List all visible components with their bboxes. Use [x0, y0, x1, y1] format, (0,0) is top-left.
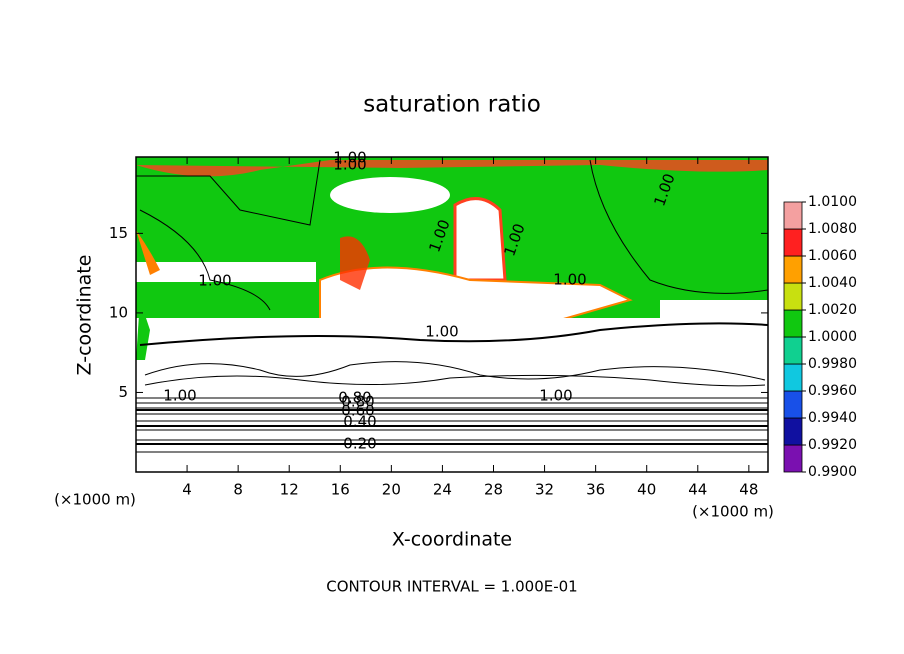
colorbar-swatch	[783, 363, 803, 392]
colorbar-swatch	[783, 309, 803, 338]
contour-label: 0.40	[343, 413, 376, 431]
x-tick-label: 8	[233, 481, 243, 499]
x-tick-label: 12	[280, 481, 299, 499]
colorbar-swatch	[783, 336, 803, 365]
contour-label: 1.00	[553, 271, 586, 289]
contour-label: 0.80	[338, 389, 371, 407]
colorbar-swatch	[783, 201, 803, 230]
field	[136, 157, 769, 472]
y-tick-label: 10	[109, 303, 128, 321]
colorbar-label: 1.0080	[808, 221, 857, 237]
x-tick-label: 28	[484, 481, 503, 499]
colorbar-swatch	[783, 282, 803, 311]
contour-label: 0.20	[343, 435, 376, 453]
x-tick-label: 32	[535, 481, 554, 499]
x-tick-label: 40	[637, 481, 656, 499]
contour-label: 1.00	[425, 323, 458, 341]
colorbar-label: 1.0100	[808, 194, 857, 210]
colorbar-swatch	[783, 390, 803, 419]
colorbar-label: 1.0020	[808, 302, 857, 318]
y-axis-label: Z-coordinate	[74, 255, 96, 376]
colorbar-label: 0.9900	[808, 464, 857, 480]
x-tick-label: 44	[688, 481, 707, 499]
colorbar-label: 0.9980	[808, 356, 857, 372]
contour-label: 0.60	[341, 402, 374, 420]
colorbar-label: 1.0060	[808, 248, 857, 264]
x-tick-label: 16	[331, 481, 350, 499]
x-tick-label: 24	[433, 481, 452, 499]
footnote: CONTOUR INTERVAL = 1.000E-01	[326, 578, 577, 596]
y-tick-label: 15	[109, 224, 128, 242]
x-tick-label: 4	[182, 481, 192, 499]
contour-label: 1.00	[333, 156, 366, 174]
colorbar-label: 0.9940	[808, 410, 857, 426]
contour-label: 1.00	[198, 272, 231, 290]
contour-label: 1.00	[539, 387, 572, 405]
plot-frame	[135, 156, 769, 473]
colorbar-label: 0.9960	[808, 383, 857, 399]
contour-label: 1.00	[163, 387, 196, 405]
contour-label: 1.00	[333, 149, 366, 167]
colorbar-label: 1.0040	[808, 275, 857, 291]
x-axis-label: X-coordinate	[392, 529, 512, 551]
colorbar-swatch	[783, 417, 803, 446]
colorbar-label: 0.9920	[808, 437, 857, 453]
colorbar-label: 1.0000	[808, 329, 857, 345]
colorbar-swatch	[783, 444, 803, 473]
x-tick-label: 36	[586, 481, 605, 499]
contour-label: 0.80	[341, 393, 374, 411]
x-tick-label: 20	[382, 481, 401, 499]
y-tick-label: 5	[118, 383, 128, 401]
chart-title: saturation ratio	[363, 92, 541, 118]
colorbar-swatch	[783, 255, 803, 284]
x-unit-right: (×1000 m)	[692, 503, 774, 521]
colorbar-swatch	[783, 228, 803, 257]
x-unit-left: (×1000 m)	[54, 491, 136, 509]
x-tick-label: 48	[739, 481, 758, 499]
